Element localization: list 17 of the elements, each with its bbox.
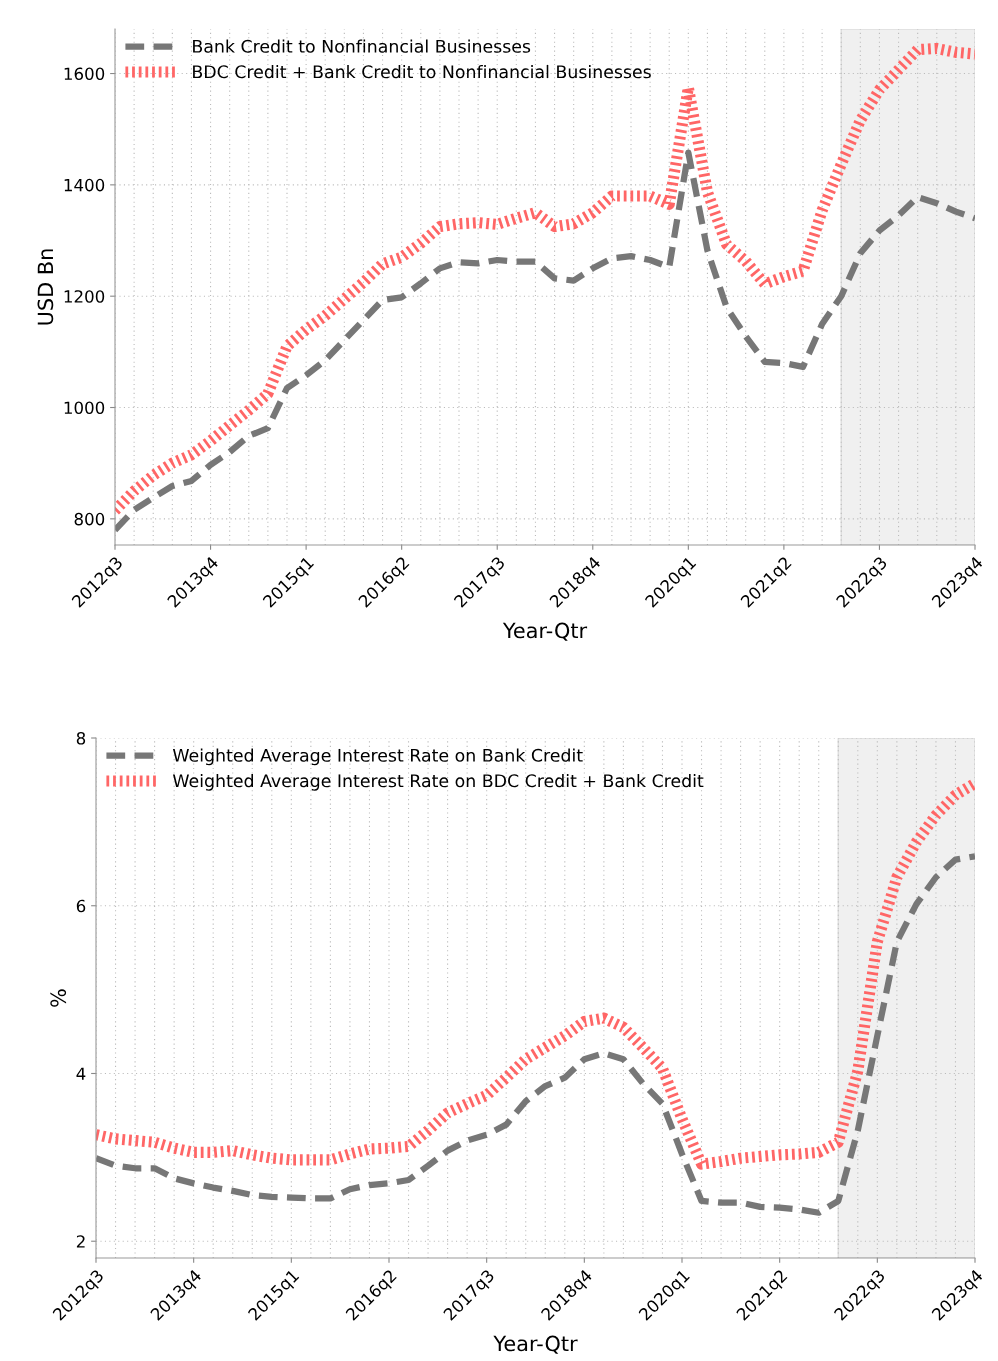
y-tick-label: 1400 [64, 178, 105, 192]
y-tick-label: 4 [76, 1067, 86, 1080]
legend-label: Weighted Average Interest Rate on Bank Credit [172, 748, 583, 766]
legend-label: BDC Credit + Bank Credit to Nonfinancial Businesses [193, 64, 651, 79]
y-tick-label: 1200 [64, 290, 105, 303]
y-tick-label: 1600 [64, 67, 105, 81]
y-axis-title: % [50, 989, 67, 1007]
y-tick-label: 800 [74, 512, 105, 526]
legend-label: Weighted Average Interest Rate on BDC Credit + Bank Credit [172, 773, 704, 791]
y-tick-label: 2 [76, 1235, 85, 1248]
legend-label: Bank Credit to Nonfinancial Businesses [193, 39, 531, 53]
x-axis-title: Year-Qtr [502, 622, 588, 641]
y-tick-label: 1000 [64, 401, 105, 415]
y-tick-label: 8 [76, 731, 86, 745]
y-axis-title: USD Bn [37, 249, 54, 325]
y-tick-label: 6 [76, 899, 86, 913]
x-axis-title: Year-Qtr [493, 1335, 578, 1354]
